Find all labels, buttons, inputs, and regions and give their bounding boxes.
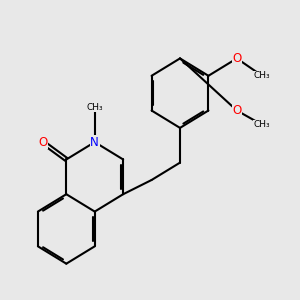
Text: CH₃: CH₃: [86, 103, 103, 112]
Text: CH₃: CH₃: [254, 71, 270, 80]
Text: O: O: [232, 52, 242, 65]
Text: O: O: [232, 104, 242, 117]
Text: O: O: [38, 136, 47, 148]
Text: CH₃: CH₃: [254, 120, 270, 129]
Text: N: N: [90, 136, 99, 148]
